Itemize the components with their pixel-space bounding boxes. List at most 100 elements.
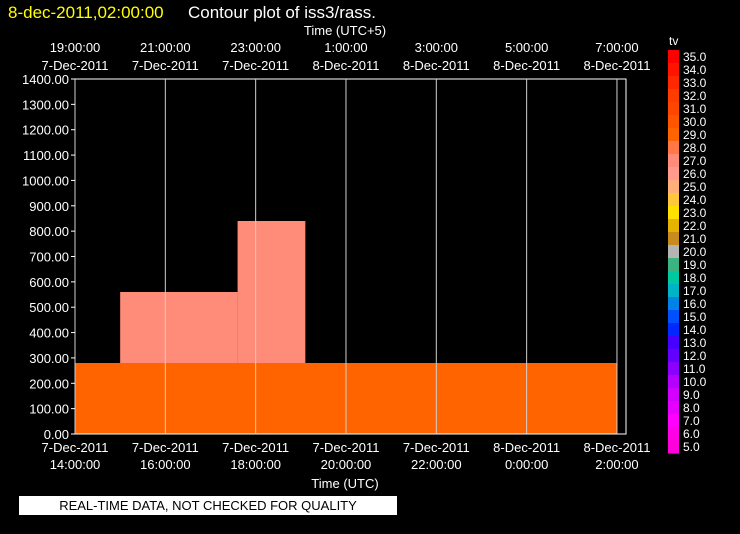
y-tick-label: 1000.00 xyxy=(22,173,69,188)
colorbar-swatch xyxy=(668,310,679,324)
bottom-tick-time: 0:00:00 xyxy=(505,457,548,472)
bottom-tick-date: 7-Dec-2011 xyxy=(222,440,289,455)
top-tick-date: 7-Dec-2011 xyxy=(42,58,109,73)
colorbar: 35.034.033.032.031.030.029.028.027.026.0… xyxy=(668,50,707,454)
colorbar-swatch xyxy=(668,258,679,272)
colorbar-label: 14.0 xyxy=(683,323,707,337)
colorbar-label: 24.0 xyxy=(683,193,707,207)
bottom-tick-time: 20:00:00 xyxy=(321,457,372,472)
colorbar-label: 13.0 xyxy=(683,336,707,350)
colorbar-swatch xyxy=(668,375,679,389)
top-tick-time: 3:00:00 xyxy=(415,40,458,55)
bottom-tick-date: 7-Dec-2011 xyxy=(403,440,470,455)
y-tick-label: 1200.00 xyxy=(22,123,69,138)
colorbar-label: 16.0 xyxy=(683,297,707,311)
top-tick-time: 23:00:00 xyxy=(230,40,281,55)
colorbar-swatch xyxy=(668,440,679,454)
top-tick-date: 7-Dec-2011 xyxy=(132,58,199,73)
colorbar-swatch xyxy=(668,349,679,363)
colorbar-swatch xyxy=(668,128,679,142)
colorbar-swatch xyxy=(668,414,679,428)
colorbar-label: 7.0 xyxy=(683,414,700,428)
top-tick-date: 7-Dec-2011 xyxy=(222,58,289,73)
y-tick-label: 400.00 xyxy=(29,326,69,341)
top-tick-date: 8-Dec-2011 xyxy=(403,58,470,73)
colorbar-label: 21.0 xyxy=(683,232,707,246)
y-tick-label: 1400.00 xyxy=(22,72,69,87)
top-tick-date: 8-Dec-2011 xyxy=(312,58,379,73)
bottom-tick-date: 7-Dec-2011 xyxy=(42,440,109,455)
colorbar-swatch xyxy=(668,284,679,298)
bottom-tick-time: 18:00:00 xyxy=(230,457,281,472)
colorbar-label: 10.0 xyxy=(683,375,707,389)
colorbar-swatch xyxy=(668,167,679,181)
colorbar-label: 23.0 xyxy=(683,206,707,220)
colorbar-swatch xyxy=(668,323,679,337)
bottom-tick-time: 2:00:00 xyxy=(595,457,638,472)
y-tick-label: 700.00 xyxy=(29,250,69,265)
bottom-tick-time: 16:00:00 xyxy=(140,457,191,472)
y-tick-label: 0.00 xyxy=(44,427,69,442)
colorbar-swatch xyxy=(668,89,679,103)
colorbar-label: 30.0 xyxy=(683,115,707,129)
colorbar-swatch xyxy=(668,219,679,233)
top-tick-time: 5:00:00 xyxy=(505,40,548,55)
colorbar-swatch xyxy=(668,63,679,77)
top-tick-date: 8-Dec-2011 xyxy=(493,58,560,73)
y-tick-label: 1100.00 xyxy=(23,148,69,163)
colorbar-swatch xyxy=(668,271,679,285)
colorbar-swatch xyxy=(668,50,679,64)
header-title: Contour plot of iss3/rass. xyxy=(188,3,376,22)
colorbar-swatch xyxy=(668,336,679,350)
top-tick-time: 1:00:00 xyxy=(324,40,367,55)
bottom-tick-date: 8-Dec-2011 xyxy=(583,440,650,455)
quality-banner: REAL-TIME DATA, NOT CHECKED FOR QUALITY xyxy=(19,496,397,515)
colorbar-label: 31.0 xyxy=(683,102,707,116)
colorbar-label: 15.0 xyxy=(683,310,707,324)
colorbar-swatch xyxy=(668,193,679,207)
top-tick-date: 8-Dec-2011 xyxy=(583,58,650,73)
colorbar-label: 33.0 xyxy=(683,76,707,90)
colorbar-label: 29.0 xyxy=(683,128,707,142)
top-tick-time: 21:00:00 xyxy=(140,40,191,55)
colorbar-swatch xyxy=(668,141,679,155)
colorbar-swatch xyxy=(668,232,679,246)
colorbar-label: 27.0 xyxy=(683,154,707,168)
bottom-tick-date: 8-Dec-2011 xyxy=(493,440,560,455)
y-tick-label: 1300.00 xyxy=(22,97,69,112)
colorbar-label: 8.0 xyxy=(683,401,700,415)
y-tick-label: 100.00 xyxy=(29,402,69,417)
y-tick-label: 800.00 xyxy=(29,224,69,239)
bottom-tick-date: 7-Dec-2011 xyxy=(132,440,199,455)
colorbar-swatch xyxy=(668,297,679,311)
colorbar-label: 35.0 xyxy=(683,50,707,64)
y-tick-label: 300.00 xyxy=(29,351,69,366)
top-tick-time: 19:00:00 xyxy=(50,40,101,55)
colorbar-title: tv xyxy=(669,34,678,48)
colorbar-label: 5.0 xyxy=(683,440,700,454)
colorbar-swatch xyxy=(668,115,679,129)
colorbar-label: 17.0 xyxy=(683,284,707,298)
colorbar-label: 19.0 xyxy=(683,258,707,272)
y-tick-label: 500.00 xyxy=(29,300,69,315)
top-axis-label: Time (UTC+5) xyxy=(304,23,386,38)
colorbar-swatch xyxy=(668,206,679,220)
colorbar-label: 9.0 xyxy=(683,388,700,402)
bottom-tick-time: 14:00:00 xyxy=(50,457,101,472)
colorbar-swatch xyxy=(668,388,679,402)
colorbar-swatch xyxy=(668,180,679,194)
colorbar-swatch xyxy=(668,401,679,415)
colorbar-swatch xyxy=(668,427,679,441)
colorbar-swatch xyxy=(668,154,679,168)
colorbar-label: 12.0 xyxy=(683,349,707,363)
colorbar-label: 25.0 xyxy=(683,180,707,194)
colorbar-swatch xyxy=(668,245,679,259)
top-tick-time: 7:00:00 xyxy=(595,40,638,55)
colorbar-label: 22.0 xyxy=(683,219,707,233)
colorbar-label: 11.0 xyxy=(683,362,706,376)
contour-region-2 xyxy=(237,221,306,363)
y-tick-label: 900.00 xyxy=(29,199,69,214)
colorbar-swatch xyxy=(668,76,679,90)
colorbar-swatch xyxy=(668,362,679,376)
